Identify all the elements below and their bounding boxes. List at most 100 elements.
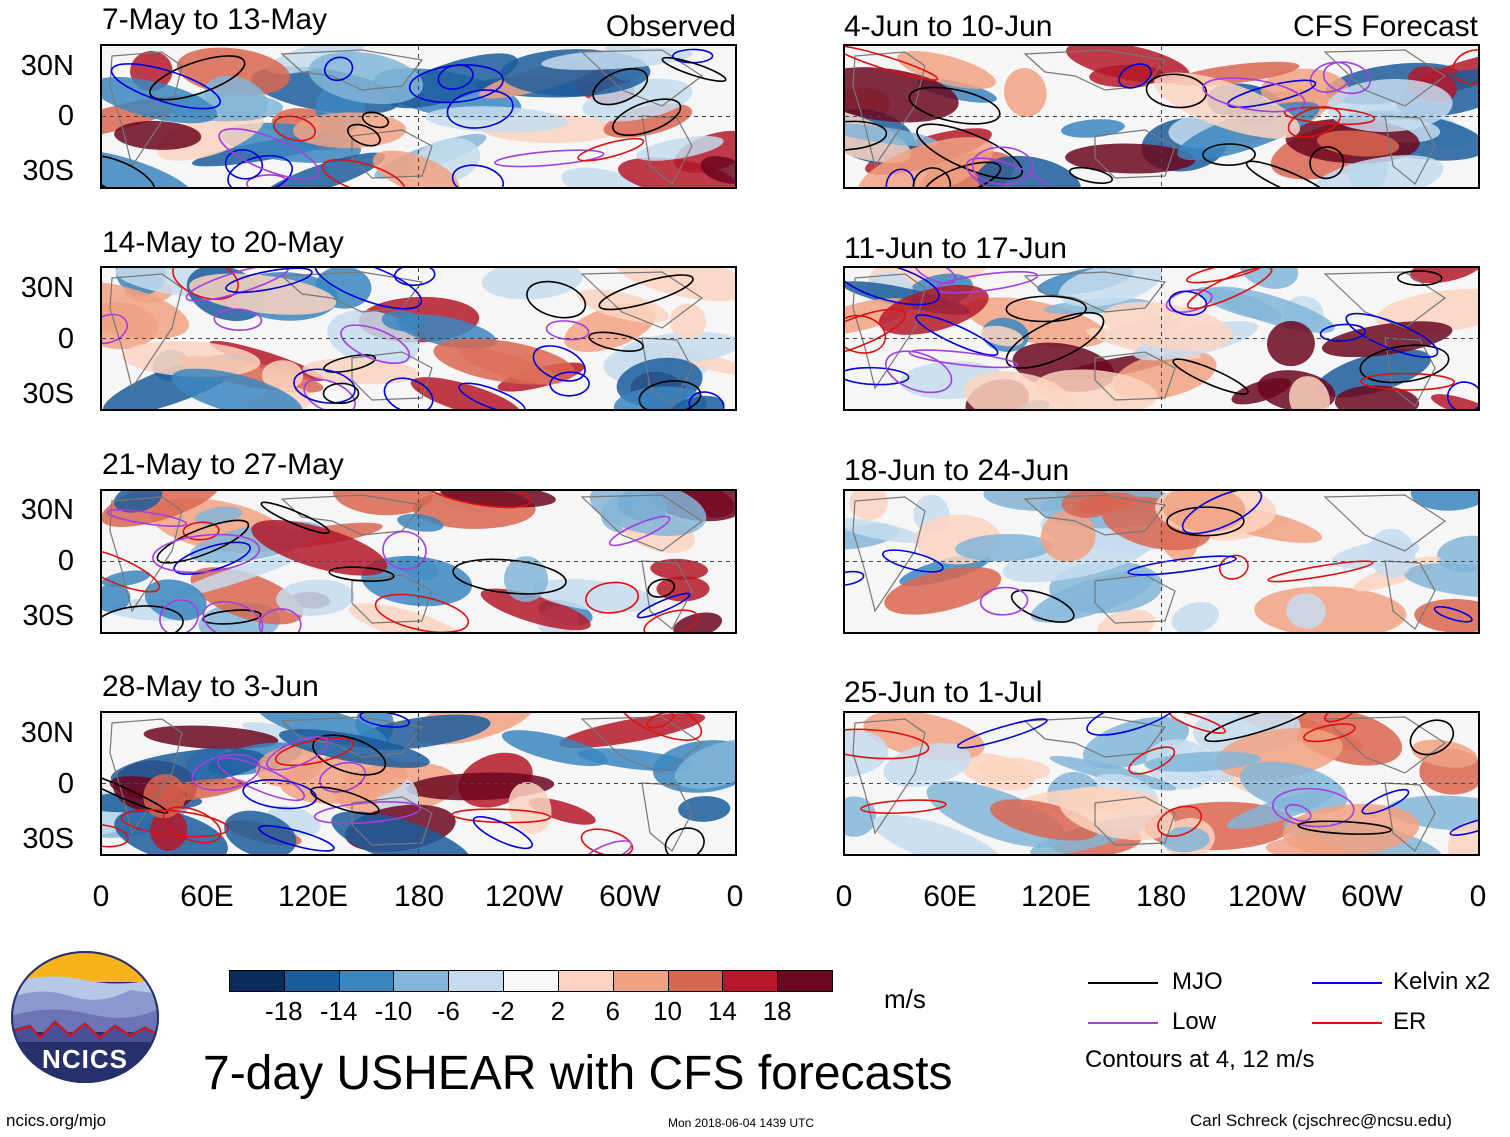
logo-text: NCICS [42,1044,128,1074]
wave-contour [1345,312,1439,358]
shear-anomaly [955,534,1053,562]
wave-contour [845,366,910,386]
wave-contour [218,128,320,180]
shear-anomaly [1334,385,1420,409]
colorbar-label: 2 [550,996,566,1026]
wave-contour [1186,268,1273,310]
map-panel [843,711,1480,856]
wave-contour [646,713,675,729]
wave-contour [845,46,939,81]
wave-contour [102,313,129,345]
panel-tag-forecast: CFS Forecast [1292,10,1478,43]
shear-anomaly [1312,155,1444,187]
coastline [852,51,926,168]
wave-contour [446,89,514,129]
wave-contour [293,368,356,404]
shear-anomaly [650,558,709,580]
coastline [1323,49,1447,107]
shear-anomaly [1404,563,1478,598]
ncics-logo-graphic [11,951,159,1083]
shear-anomaly [1030,571,1155,623]
shear-anomaly [1286,593,1326,629]
wave-contour [202,609,262,625]
wave-contour [242,779,317,810]
wave-contour [1128,746,1176,775]
colorbar-swatch [229,970,285,992]
lat-label-30n: 30N [20,717,74,749]
wave-contour [1271,787,1355,828]
wave-contour [173,541,251,575]
shear-anomaly [614,268,735,301]
legend-line-low [1088,1022,1158,1024]
shear-anomaly [503,556,548,602]
legend-line-mjo [1088,982,1158,984]
colorbar-swatch [393,970,450,992]
wave-contour [102,605,184,632]
wave-contour [638,380,702,409]
shear-anomaly [577,289,669,323]
coastline [1384,560,1436,630]
wave-contour [323,56,354,82]
colorbar-label: 14 [707,996,737,1026]
coastline [1384,782,1436,852]
panel-tag-observed: Observed [605,10,736,43]
colorbar-swatch [612,970,669,992]
panel-title: 14-May to 20-May [102,226,344,259]
shear-anomaly [541,47,693,70]
wave-contour [532,345,586,382]
coastline [1384,115,1436,185]
shear-anomaly [1239,268,1299,289]
wave-contour [1157,805,1203,837]
wave-contour [322,382,360,405]
map-panel [100,266,737,411]
lat-label-30n: 30N [20,272,74,304]
wave-contour [1452,49,1478,85]
coastline [351,796,433,846]
wave-contour [225,268,313,294]
coastline [1323,271,1447,329]
legend-label-er: ER [1393,1008,1427,1035]
wave-contour [216,757,306,802]
wave-contour [885,168,915,187]
shear-anomaly [700,156,735,184]
wave-contour [383,377,434,409]
shear-anomaly [433,338,575,385]
wave-contour [102,768,169,814]
coastline [1023,271,1167,313]
shear-anomaly [102,149,194,187]
lat-label-30s: 30S [22,378,74,410]
shear-anomaly [1386,795,1478,831]
shear-anomaly [561,167,655,187]
lat-label-0: 0 [57,545,74,577]
wave-contour [102,154,156,187]
shear-anomaly [990,799,1098,841]
wave-contour [688,391,725,409]
shear-anomaly [603,103,693,138]
wave-contour [347,123,381,147]
coastline [580,271,704,329]
coastline [580,49,704,107]
wave-contour [580,828,634,854]
map-panel [100,711,737,856]
footer-url[interactable]: ncics.org/mjo [6,1111,107,1130]
shear-anomaly [397,513,444,532]
coastline [351,351,433,401]
wave-contour [617,713,703,741]
map-panel [843,44,1480,189]
wave-contour [110,63,221,110]
lon-label: 120W [484,880,564,913]
shear-anomaly [872,814,1003,854]
wave-contour [266,736,329,771]
wave-contour [312,734,387,776]
shear-anomaly [261,360,304,391]
footer-credit: Carl Schreck (cjschrec@ncsu.edu) [1190,1111,1452,1130]
shear-anomaly [361,556,473,607]
wave-contour [314,268,423,310]
wave-contour [310,786,380,815]
shear-anomaly [635,135,724,161]
coastline [580,716,704,774]
wave-contour [313,801,422,825]
shear-anomaly [480,588,591,631]
wave-contour [1309,146,1345,180]
colorbar-label: -14 [319,996,358,1026]
